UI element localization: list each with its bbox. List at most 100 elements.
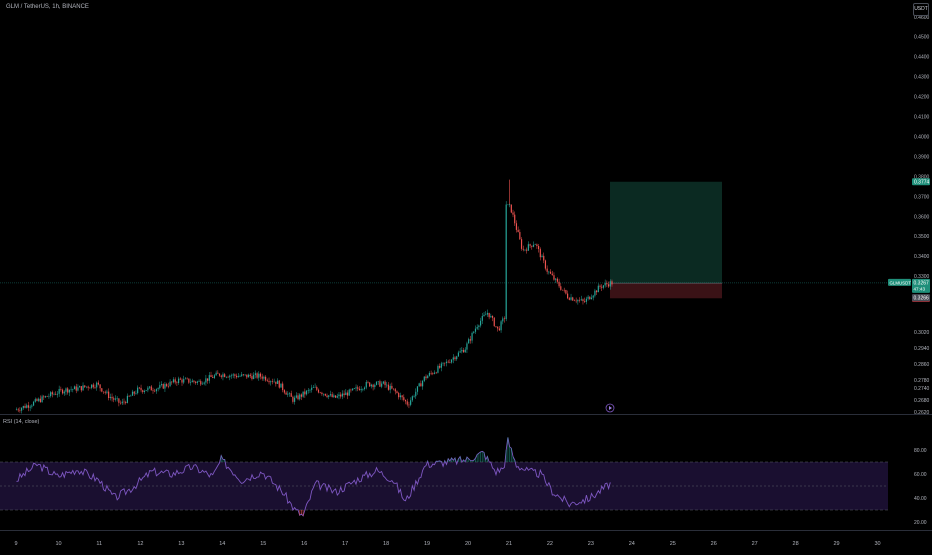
candle: [483, 314, 485, 317]
candle: [594, 290, 596, 296]
rsi-indicator-title[interactable]: RSI (14, close): [3, 419, 40, 425]
candle: [31, 405, 33, 407]
candle: [256, 373, 258, 378]
candle: [317, 389, 320, 393]
candle: [222, 374, 224, 377]
candle: [201, 383, 204, 385]
candle: [311, 387, 313, 390]
candle: [160, 384, 163, 386]
candle: [427, 375, 429, 379]
candle: [502, 318, 504, 322]
price-axis-tick: 0.2860: [914, 362, 930, 368]
candle: [148, 386, 151, 388]
rsi-axis-tick: 40.00: [914, 496, 927, 502]
candle: [510, 204, 512, 213]
currency-button[interactable]: USDT: [913, 3, 929, 16]
price-axis-tick: 0.3800: [914, 174, 930, 180]
candle: [275, 381, 277, 384]
candle: [505, 204, 507, 320]
candle: [404, 400, 407, 402]
candle: [102, 391, 105, 393]
candle: [79, 386, 81, 388]
candle: [87, 386, 89, 388]
candle: [555, 278, 557, 280]
profit-target-zone[interactable]: [610, 181, 722, 284]
candle: [415, 391, 417, 397]
time-axis-tick: 15: [260, 541, 266, 547]
candle: [560, 286, 562, 290]
candle: [266, 380, 268, 382]
candle: [22, 405, 24, 409]
candle: [430, 372, 432, 374]
candle: [213, 375, 216, 378]
candle: [189, 382, 192, 383]
candle: [365, 382, 367, 388]
candle: [258, 373, 260, 378]
candle: [382, 381, 384, 384]
stop-loss-zone[interactable]: [610, 283, 722, 299]
candle: [462, 350, 465, 353]
candle: [215, 372, 217, 376]
candle: [549, 271, 552, 274]
candle: [468, 339, 470, 344]
candle: [350, 389, 352, 391]
candle: [48, 396, 50, 397]
rsi-axis-tick: 80.00: [914, 448, 927, 454]
time-axis-tick: 20: [465, 541, 471, 547]
replay-icon[interactable]: [605, 403, 615, 413]
candle: [381, 383, 383, 387]
candle: [411, 396, 413, 401]
play-icon[interactable]: [609, 406, 612, 410]
candle: [208, 375, 210, 381]
candle: [188, 378, 190, 383]
candle: [96, 382, 98, 388]
candle: [85, 386, 88, 388]
candle: [561, 289, 564, 291]
candle: [90, 384, 93, 388]
candle: [447, 361, 449, 363]
candle: [254, 373, 256, 375]
candle: [177, 378, 180, 383]
candle: [435, 372, 437, 374]
candle: [282, 383, 284, 391]
candle: [51, 392, 53, 395]
candle: [399, 395, 402, 398]
candle: [323, 393, 325, 395]
candle: [536, 244, 538, 247]
candle: [461, 350, 463, 352]
candle: [169, 381, 171, 387]
candle: [55, 393, 57, 395]
candle: [352, 388, 354, 391]
candle: [611, 281, 613, 285]
price-axis-tick: 0.4200: [914, 95, 930, 101]
price-axis-tick: 0.4600: [914, 15, 930, 21]
candle: [353, 388, 355, 390]
candle: [239, 376, 241, 377]
candle: [532, 244, 535, 247]
candle: [147, 387, 149, 391]
candle: [295, 395, 297, 398]
current-price-text: 0.3267: [914, 280, 930, 286]
candle: [606, 283, 608, 285]
candle: [333, 395, 335, 398]
candle: [437, 366, 439, 373]
candle: [97, 382, 99, 385]
candle: [425, 376, 427, 379]
candle: [580, 299, 582, 301]
candle: [174, 379, 176, 383]
time-axis-tick: 10: [55, 541, 61, 547]
candle: [408, 404, 410, 406]
candle: [398, 392, 400, 398]
candle: [283, 390, 285, 393]
symbol-title[interactable]: GLM / TetherUS, 1h, BINANCE: [6, 4, 89, 10]
candle: [440, 363, 442, 368]
candle: [457, 352, 460, 357]
candle: [56, 393, 59, 395]
candle: [370, 384, 372, 387]
candle: [27, 405, 30, 408]
candle: [288, 393, 291, 394]
candle: [44, 396, 47, 398]
candle: [480, 320, 482, 326]
